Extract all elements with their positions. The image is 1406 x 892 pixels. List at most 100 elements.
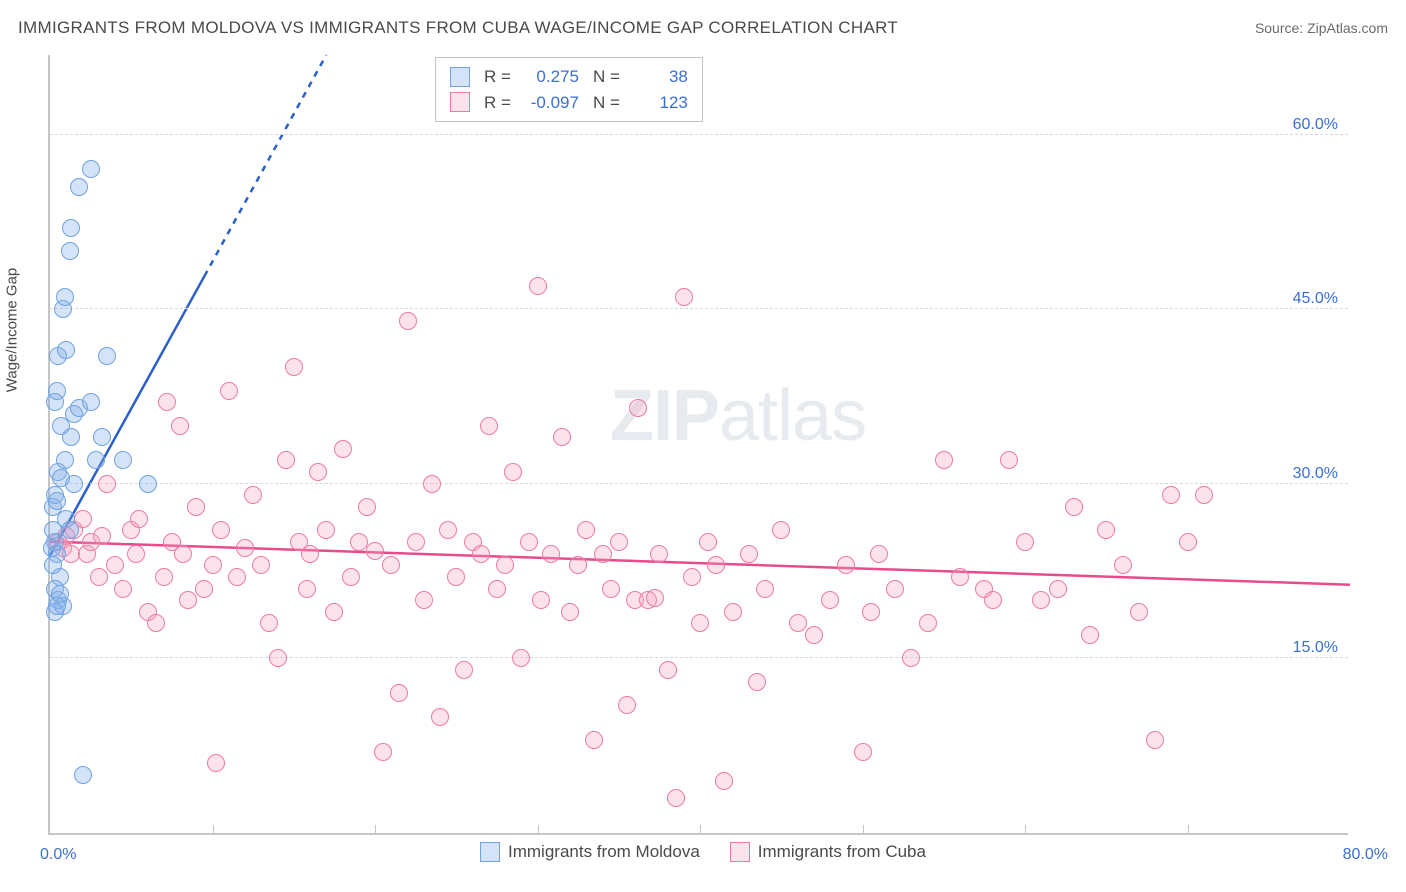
watermark-bold: ZIP (610, 376, 719, 456)
x-tick-mark (213, 825, 214, 833)
cuba-point (399, 312, 417, 330)
moldova-r-value: 0.275 (519, 64, 579, 90)
r-label: R = (484, 64, 511, 90)
cuba-point (740, 545, 758, 563)
x-tick-mark (538, 825, 539, 833)
cuba-point (439, 521, 457, 539)
y-tick-label: 60.0% (1293, 116, 1338, 134)
x-tick-mark (1025, 825, 1026, 833)
cuba-point (919, 614, 937, 632)
cuba-point (236, 539, 254, 557)
cuba-point (158, 393, 176, 411)
cuba-point (130, 510, 148, 528)
moldova-swatch-icon (480, 842, 500, 862)
cuba-point (629, 399, 647, 417)
cuba-point (854, 743, 872, 761)
cuba-point (756, 580, 774, 598)
cuba-point (1081, 626, 1099, 644)
x-tick-mark (375, 825, 376, 833)
cuba-point (561, 603, 579, 621)
cuba-point (862, 603, 880, 621)
moldova-point (44, 556, 62, 574)
cuba-point (699, 533, 717, 551)
cuba-point (1097, 521, 1115, 539)
cuba-point (171, 417, 189, 435)
cuba-point (269, 649, 287, 667)
cuba-point (179, 591, 197, 609)
cuba-point (334, 440, 352, 458)
cuba-point (691, 614, 709, 632)
cuba-point (350, 533, 368, 551)
cuba-point (301, 545, 319, 563)
cuba-point (569, 556, 587, 574)
cuba-point (472, 545, 490, 563)
cuba-point (106, 556, 124, 574)
cuba-point (1146, 731, 1164, 749)
cuba-n-value: 123 (628, 90, 688, 116)
moldova-point (52, 469, 70, 487)
cuba-point (520, 533, 538, 551)
cuba-point (646, 589, 664, 607)
stats-legend: R = 0.275 N = 38 R = -0.097 N = 123 (435, 57, 703, 122)
cuba-point (366, 542, 384, 560)
cuba-r-value: -0.097 (519, 90, 579, 116)
x-tick-mark (700, 825, 701, 833)
chart-title: IMMIGRANTS FROM MOLDOVA VS IMMIGRANTS FR… (18, 18, 898, 38)
moldova-point (93, 428, 111, 446)
cuba-point (529, 277, 547, 295)
cuba-point (382, 556, 400, 574)
gridline-h (50, 657, 1348, 658)
cuba-point (659, 661, 677, 679)
watermark-light: atlas (719, 376, 866, 456)
cuba-point (415, 591, 433, 609)
moldova-legend-label: Immigrants from Moldova (508, 842, 700, 862)
cuba-point (1114, 556, 1132, 574)
legend-item-cuba: Immigrants from Cuba (730, 842, 926, 862)
cuba-point (220, 382, 238, 400)
cuba-point (602, 580, 620, 598)
cuba-point (532, 591, 550, 609)
cuba-point (715, 772, 733, 790)
cuba-point (195, 580, 213, 598)
cuba-point (1162, 486, 1180, 504)
cuba-point (447, 568, 465, 586)
cuba-swatch-icon (450, 92, 470, 112)
cuba-point (1195, 486, 1213, 504)
y-tick-label: 30.0% (1293, 465, 1338, 483)
moldova-point (48, 382, 66, 400)
cuba-point (407, 533, 425, 551)
moldova-point (74, 766, 92, 784)
cuba-point (837, 556, 855, 574)
moldova-point (82, 160, 100, 178)
cuba-point (594, 545, 612, 563)
cuba-point (127, 545, 145, 563)
cuba-point (1049, 580, 1067, 598)
trendlines-layer (50, 55, 1348, 833)
cuba-point (423, 475, 441, 493)
cuba-point (610, 533, 628, 551)
cuba-point (667, 789, 685, 807)
cuba-point (174, 545, 192, 563)
cuba-point (309, 463, 327, 481)
stats-row-cuba: R = -0.097 N = 123 (450, 90, 688, 116)
cuba-point (650, 545, 668, 563)
cuba-point (902, 649, 920, 667)
cuba-point (1179, 533, 1197, 551)
moldova-point (70, 178, 88, 196)
gridline-h (50, 134, 1348, 135)
moldova-n-value: 38 (628, 64, 688, 90)
cuba-point (244, 486, 262, 504)
legend-item-moldova: Immigrants from Moldova (480, 842, 700, 862)
cuba-point (542, 545, 560, 563)
chart-plot-area: ZIPatlas R = 0.275 N = 38 R = -0.097 N =… (48, 55, 1348, 835)
y-axis-label: Wage/Income Gap (4, 268, 21, 393)
cuba-point (1000, 451, 1018, 469)
cuba-point (93, 527, 111, 545)
moldova-point (57, 341, 75, 359)
cuba-point (772, 521, 790, 539)
cuba-point (374, 743, 392, 761)
cuba-point (935, 451, 953, 469)
cuba-point (504, 463, 522, 481)
x-tick-mark (863, 825, 864, 833)
cuba-point (1065, 498, 1083, 516)
